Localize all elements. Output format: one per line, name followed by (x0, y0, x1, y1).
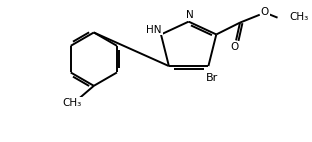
Text: N: N (186, 10, 193, 20)
Text: CH₃: CH₃ (290, 12, 309, 22)
Text: O: O (261, 7, 269, 17)
Text: CH₃: CH₃ (62, 98, 82, 108)
Text: HN: HN (146, 25, 162, 35)
Text: O: O (230, 42, 238, 52)
Text: Br: Br (206, 73, 218, 83)
